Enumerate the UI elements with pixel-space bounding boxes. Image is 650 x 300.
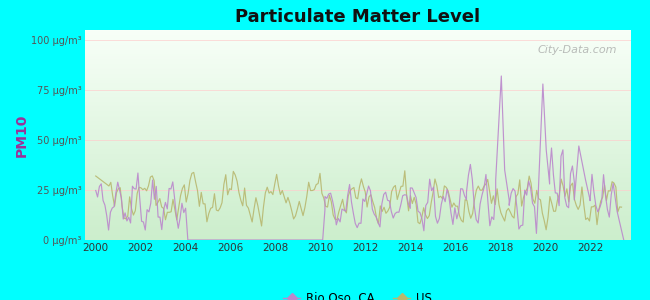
Text: City-Data.com: City-Data.com [538,45,617,55]
Legend: Rio Oso, CA, US: Rio Oso, CA, US [278,287,437,300]
Title: Particulate Matter Level: Particulate Matter Level [235,8,480,26]
Y-axis label: PM10: PM10 [14,113,29,157]
